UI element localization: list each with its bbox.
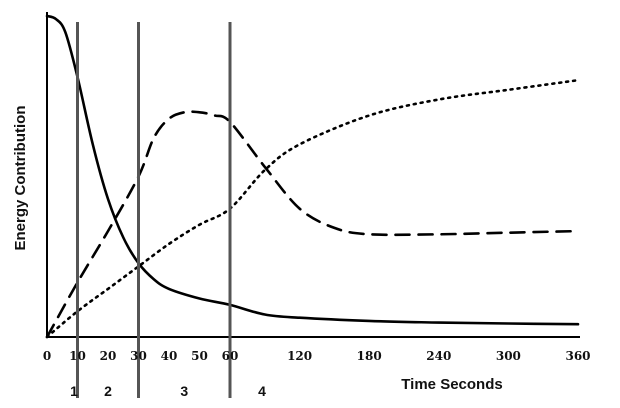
chart-marks	[45, 14, 580, 339]
x-tick-label: 240	[426, 349, 451, 363]
chart-axes: 0 10 20 30 40 50 60 120 180 240 300 360 1 2 3 4	[43, 12, 591, 399]
phase-label: 2	[104, 383, 112, 399]
x-tick-label: 360	[565, 349, 590, 363]
x-tick-label: 300	[496, 349, 521, 363]
phase-label: 3	[180, 383, 188, 399]
x-tick-label: 10	[69, 349, 86, 363]
phase-label: 1	[70, 383, 78, 399]
y-axis-title: Energy Contribution	[12, 106, 29, 251]
chart-labels: Time Seconds Energy Contribution	[12, 106, 503, 394]
series-line-solid	[45, 14, 580, 326]
x-tick-label: 120	[287, 349, 312, 363]
x-tick-label: 30	[130, 349, 147, 363]
x-tick-label: 40	[161, 349, 178, 363]
x-tick-label: 20	[100, 349, 117, 363]
series-line-dotted	[45, 78, 580, 339]
x-axis-title: Time Seconds	[401, 376, 502, 393]
phase-label: 4	[258, 383, 266, 399]
x-tick-label: 60	[222, 349, 239, 363]
x-tick-label: 50	[191, 349, 208, 363]
x-tick-label: 180	[357, 349, 382, 363]
x-tick-label: 0	[43, 349, 51, 363]
series-line-dashed	[45, 110, 580, 339]
